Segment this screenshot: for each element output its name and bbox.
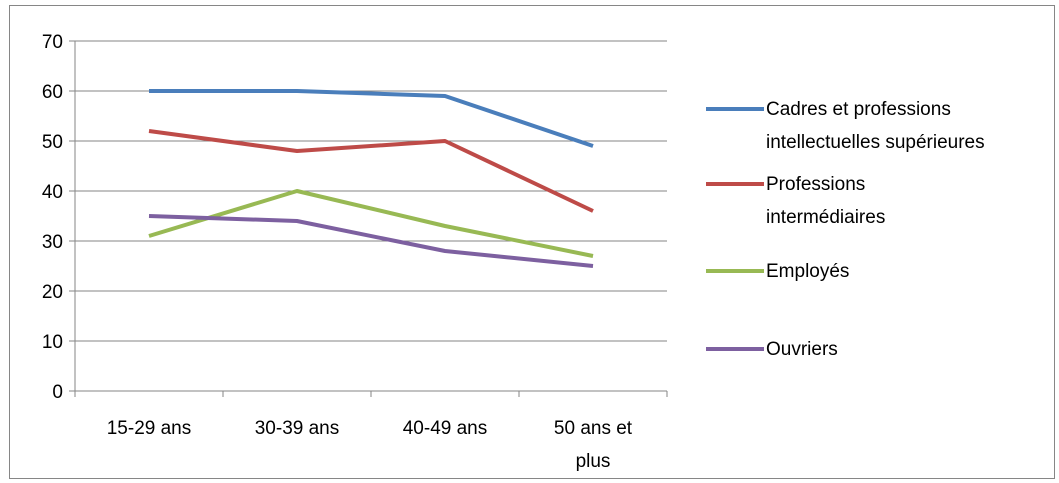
y-tick-label-0: 0: [52, 382, 63, 403]
y-tick-label-10: 10: [42, 332, 63, 353]
legend-label-2: Employés: [766, 261, 849, 282]
legend-label-3: Ouvriers: [766, 339, 838, 360]
legend-label-0-line1: intellectuelles supérieures: [766, 132, 985, 153]
legend-label-1: Professions: [766, 174, 865, 195]
y-tick-label-60: 60: [42, 82, 63, 103]
series-line-0: [149, 89, 594, 148]
y-tick-label-40: 40: [42, 182, 63, 203]
series-line-2: [148, 189, 594, 258]
x-tick-label-3: 50 ans et: [554, 418, 633, 439]
x-tick-label-0: 15-29 ans: [107, 418, 192, 439]
y-tick-label-30: 30: [42, 232, 63, 253]
legend-label-0: Cadres et professions: [766, 99, 951, 120]
x-tick-label-1: 30-39 ans: [255, 418, 340, 439]
series-line-3: [148, 214, 594, 268]
x-tick-label-2: 40-49 ans: [403, 418, 488, 439]
series-line-1: [148, 129, 594, 213]
y-tick-label-70: 70: [42, 32, 63, 53]
y-tick-label-50: 50: [42, 132, 63, 153]
y-tick-label-20: 20: [42, 282, 63, 303]
legend-label-1-line1: intermédiaires: [766, 207, 885, 228]
x-tick-label-3-line1: plus: [576, 451, 611, 472]
